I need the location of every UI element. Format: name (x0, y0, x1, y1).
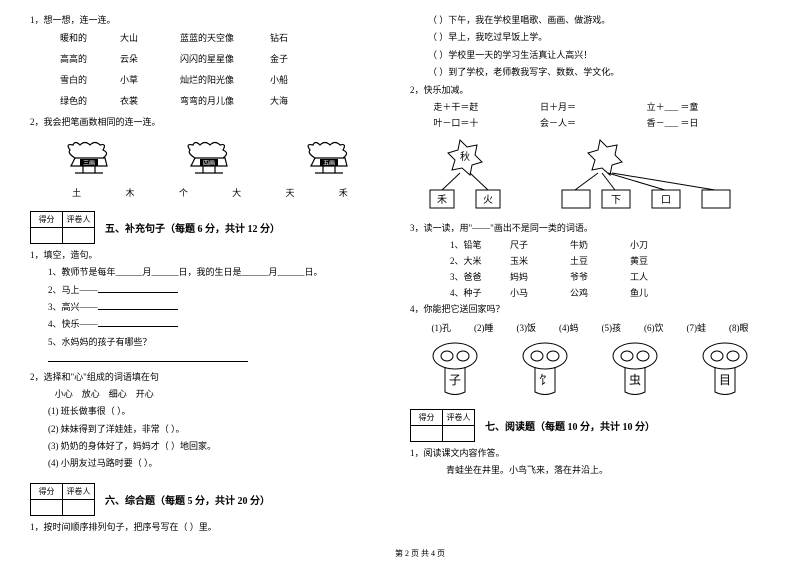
eq-row-2: 叶－口＝十 会－人＝ 香－___ ＝日 (430, 116, 750, 129)
q4-items: (1)孔(2)睡(3)饭(4)蚂(5)孩(6)饮(7)蛙(8)眼 (410, 321, 770, 334)
q1-title: 1，想一想，连一连。 (30, 13, 390, 27)
star-right: 下 口 (560, 135, 760, 215)
xin-4: (4) 小朋友过马路时要（ ）。 (30, 456, 390, 470)
q3-r3: 3、爸爸妈妈爷爷工人 (450, 270, 770, 283)
svg-text:三画: 三画 (83, 160, 95, 167)
section7-title: 七、阅读题（每题 10 分，共计 10 分） (485, 418, 655, 433)
flower-4: 四画 (175, 138, 245, 178)
sent-2: （ ）早上，我吃过早饭上学。 (410, 30, 770, 44)
section7-header: 得分评卷人 七、阅读题（每题 10 分，共计 10 分） (410, 409, 770, 442)
svg-text:秋: 秋 (460, 150, 470, 163)
q3-r4: 4、种子小马公鸡鱼儿 (450, 286, 770, 299)
svg-text:虫: 虫 (629, 373, 641, 387)
svg-text:饣: 饣 (539, 373, 551, 387)
xin-title: 2，选择和"心"组成的词语填在句 (30, 370, 390, 384)
svg-text:口: 口 (661, 195, 671, 206)
fill-3: 3、高兴—— (30, 300, 390, 314)
fill-4: 4、快乐—— (30, 317, 390, 331)
xin-2: (2) 妹妹得到了洋娃娃，非常（ ）。 (30, 422, 390, 436)
star-diagrams: 秋 禾 火 下 口 (410, 135, 770, 215)
svg-text:五画: 五画 (323, 160, 335, 167)
svg-text:下: 下 (611, 195, 621, 206)
page-footer: 第 2 页 共 4 页 (20, 548, 800, 559)
match-grid: 暖和的大山蓝蓝的天空像钻石 高高的云朵闪闪的星星像金子 雪白的小草灿烂的阳光像小… (30, 31, 390, 107)
q3-r2: 2、大米玉米土豆黄豆 (450, 254, 770, 267)
flower-5: 五画 (295, 138, 365, 178)
left-column: 1，想一想，连一连。 暖和的大山蓝蓝的天空像钻石 高高的云朵闪闪的星星像金子 雪… (20, 10, 400, 545)
score-table-7: 得分评卷人 (410, 409, 475, 442)
section6-title: 六、综合题（每题 5 分，共计 20 分） (105, 492, 270, 507)
svg-text:子: 子 (449, 373, 461, 387)
char-row: 土 木 个 大 天 禾 (30, 186, 390, 199)
flower-3: 三画 (55, 138, 125, 178)
xin-1: (1) 班长做事很（ ）。 (30, 404, 390, 418)
fill-1: 1、教师节是每年______月______日，我的生日是______月_____… (30, 265, 390, 279)
fill-title: 1，填空，造句。 (30, 248, 390, 262)
order-title: 1，按时间顺序排列句子，把序号写在（ ）里。 (30, 520, 390, 534)
score-table: 得分评卷人 (30, 211, 95, 244)
eq-row-1: 走＋干＝赶 日＋月＝ 立＋___ ＝童 (430, 100, 750, 113)
q3-title: 3，读一读，用"——"画出不是同一类的词语。 (410, 221, 770, 235)
sent-3: （ ）学校里一天的学习生活真让人高兴！ (410, 48, 770, 62)
svg-text:目: 目 (719, 373, 731, 387)
mushroom-3: 虫 (610, 342, 660, 397)
q4-title: 4，你能把它送回家吗？ (410, 302, 770, 316)
section6-header: 得分评卷人 六、综合题（每题 5 分，共计 20 分） (30, 483, 390, 516)
reading-title: 1，阅读课文内容作答。 (410, 446, 770, 460)
q3-r1: 1、铅笔尺子牛奶小刀 (450, 238, 770, 251)
section5-header: 得分评卷人 五、补充句子（每题 6 分，共计 12 分） (30, 211, 390, 244)
svg-text:火: 火 (483, 194, 493, 206)
section5-title: 五、补充句子（每题 6 分，共计 12 分） (105, 220, 280, 235)
q2-add: 2，快乐加减。 (410, 83, 770, 97)
score-table-6: 得分评卷人 (30, 483, 95, 516)
svg-text:四画: 四画 (203, 160, 215, 167)
xin-3: (3) 奶奶的身体好了，妈妈才（ ）地回家。 (30, 439, 390, 453)
sent-4: （ ）到了学校，老师教我写字、数数、学文化。 (410, 65, 770, 79)
svg-text:禾: 禾 (437, 194, 447, 206)
mushrooms: 子 饣 虫 目 (410, 342, 770, 397)
star-left: 秋 禾 火 (420, 135, 540, 215)
reading-text: 青蛙坐在井里。小鸟飞来，落在井沿上。 (410, 463, 770, 477)
q2-title: 2，我会把笔画数相同的连一连。 (30, 115, 390, 129)
right-column: （ ）下午，我在学校里唱歌、画画、做游戏。 （ ）早上，我吃过早饭上学。 （ ）… (400, 10, 780, 545)
mushroom-4: 目 (700, 342, 750, 397)
sent-1: （ ）下午，我在学校里唱歌、画画、做游戏。 (410, 13, 770, 27)
mushroom-2: 饣 (520, 342, 570, 397)
fill-5-blank (30, 352, 390, 366)
xin-words: 小心 放心 细心 开心 (30, 387, 390, 401)
flower-images: 三画 四画 五画 (30, 138, 390, 178)
fill-5: 5、水妈妈的孩子有哪些？ (30, 335, 390, 349)
mushroom-1: 子 (430, 342, 480, 397)
fill-2: 2、马上—— (30, 283, 390, 297)
